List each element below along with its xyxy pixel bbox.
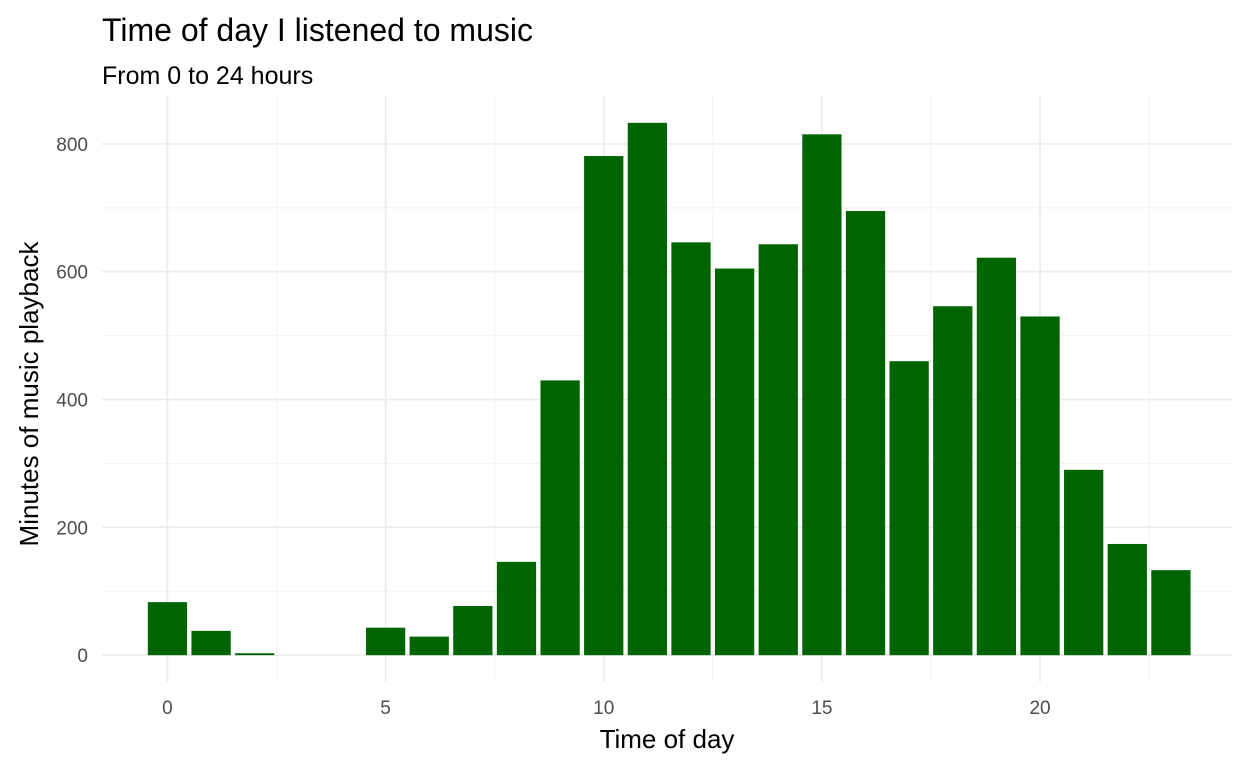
bar-hour-8 [496, 561, 537, 656]
y-tick-label: 0 [77, 646, 88, 667]
y-tick-label: 400 [56, 391, 88, 412]
bar-hour-20 [1020, 316, 1060, 656]
bar-hour-15 [802, 134, 842, 656]
bar-hour-23 [1151, 570, 1191, 656]
bar-hour-7 [453, 605, 493, 656]
x-tick-label: 0 [162, 698, 173, 719]
bar-hour-12 [671, 242, 711, 656]
bar-hour-22 [1107, 543, 1147, 656]
bar-hour-5 [365, 627, 406, 656]
x-tick-label: 10 [593, 698, 614, 719]
bar-hour-1 [191, 630, 231, 656]
chart-subtitle: From 0 to 24 hours [102, 62, 313, 90]
bar-hour-18 [933, 306, 973, 656]
bar-hour-19 [976, 257, 1017, 656]
bar-hour-9 [540, 380, 580, 656]
y-tick-label: 800 [56, 135, 88, 156]
bar-hour-21 [1064, 469, 1104, 656]
bars [147, 122, 1191, 656]
x-axis-title: Time of day [600, 724, 735, 754]
bar-hour-14 [758, 244, 798, 656]
x-tick-label: 20 [1029, 698, 1050, 719]
bar-hour-6 [409, 636, 449, 656]
y-axis-title: Minutes of music playback [14, 241, 44, 547]
bar-hour-13 [714, 268, 755, 656]
bar-hour-0 [147, 602, 188, 656]
bar-hour-10 [584, 156, 624, 656]
bar-hour-2 [235, 653, 275, 656]
bar-hour-11 [627, 122, 667, 656]
x-tick-label: 5 [380, 698, 391, 719]
x-tick-label: 15 [811, 698, 832, 719]
y-tick-label: 600 [56, 263, 88, 284]
tick-labels: 0 200 400 600 800 0 5 10 15 20 [56, 135, 1050, 719]
bar-hour-17 [889, 361, 929, 656]
chart-title: Time of day I listened to music [102, 12, 533, 48]
y-tick-label: 200 [56, 518, 88, 539]
bar-hour-16 [845, 211, 886, 656]
